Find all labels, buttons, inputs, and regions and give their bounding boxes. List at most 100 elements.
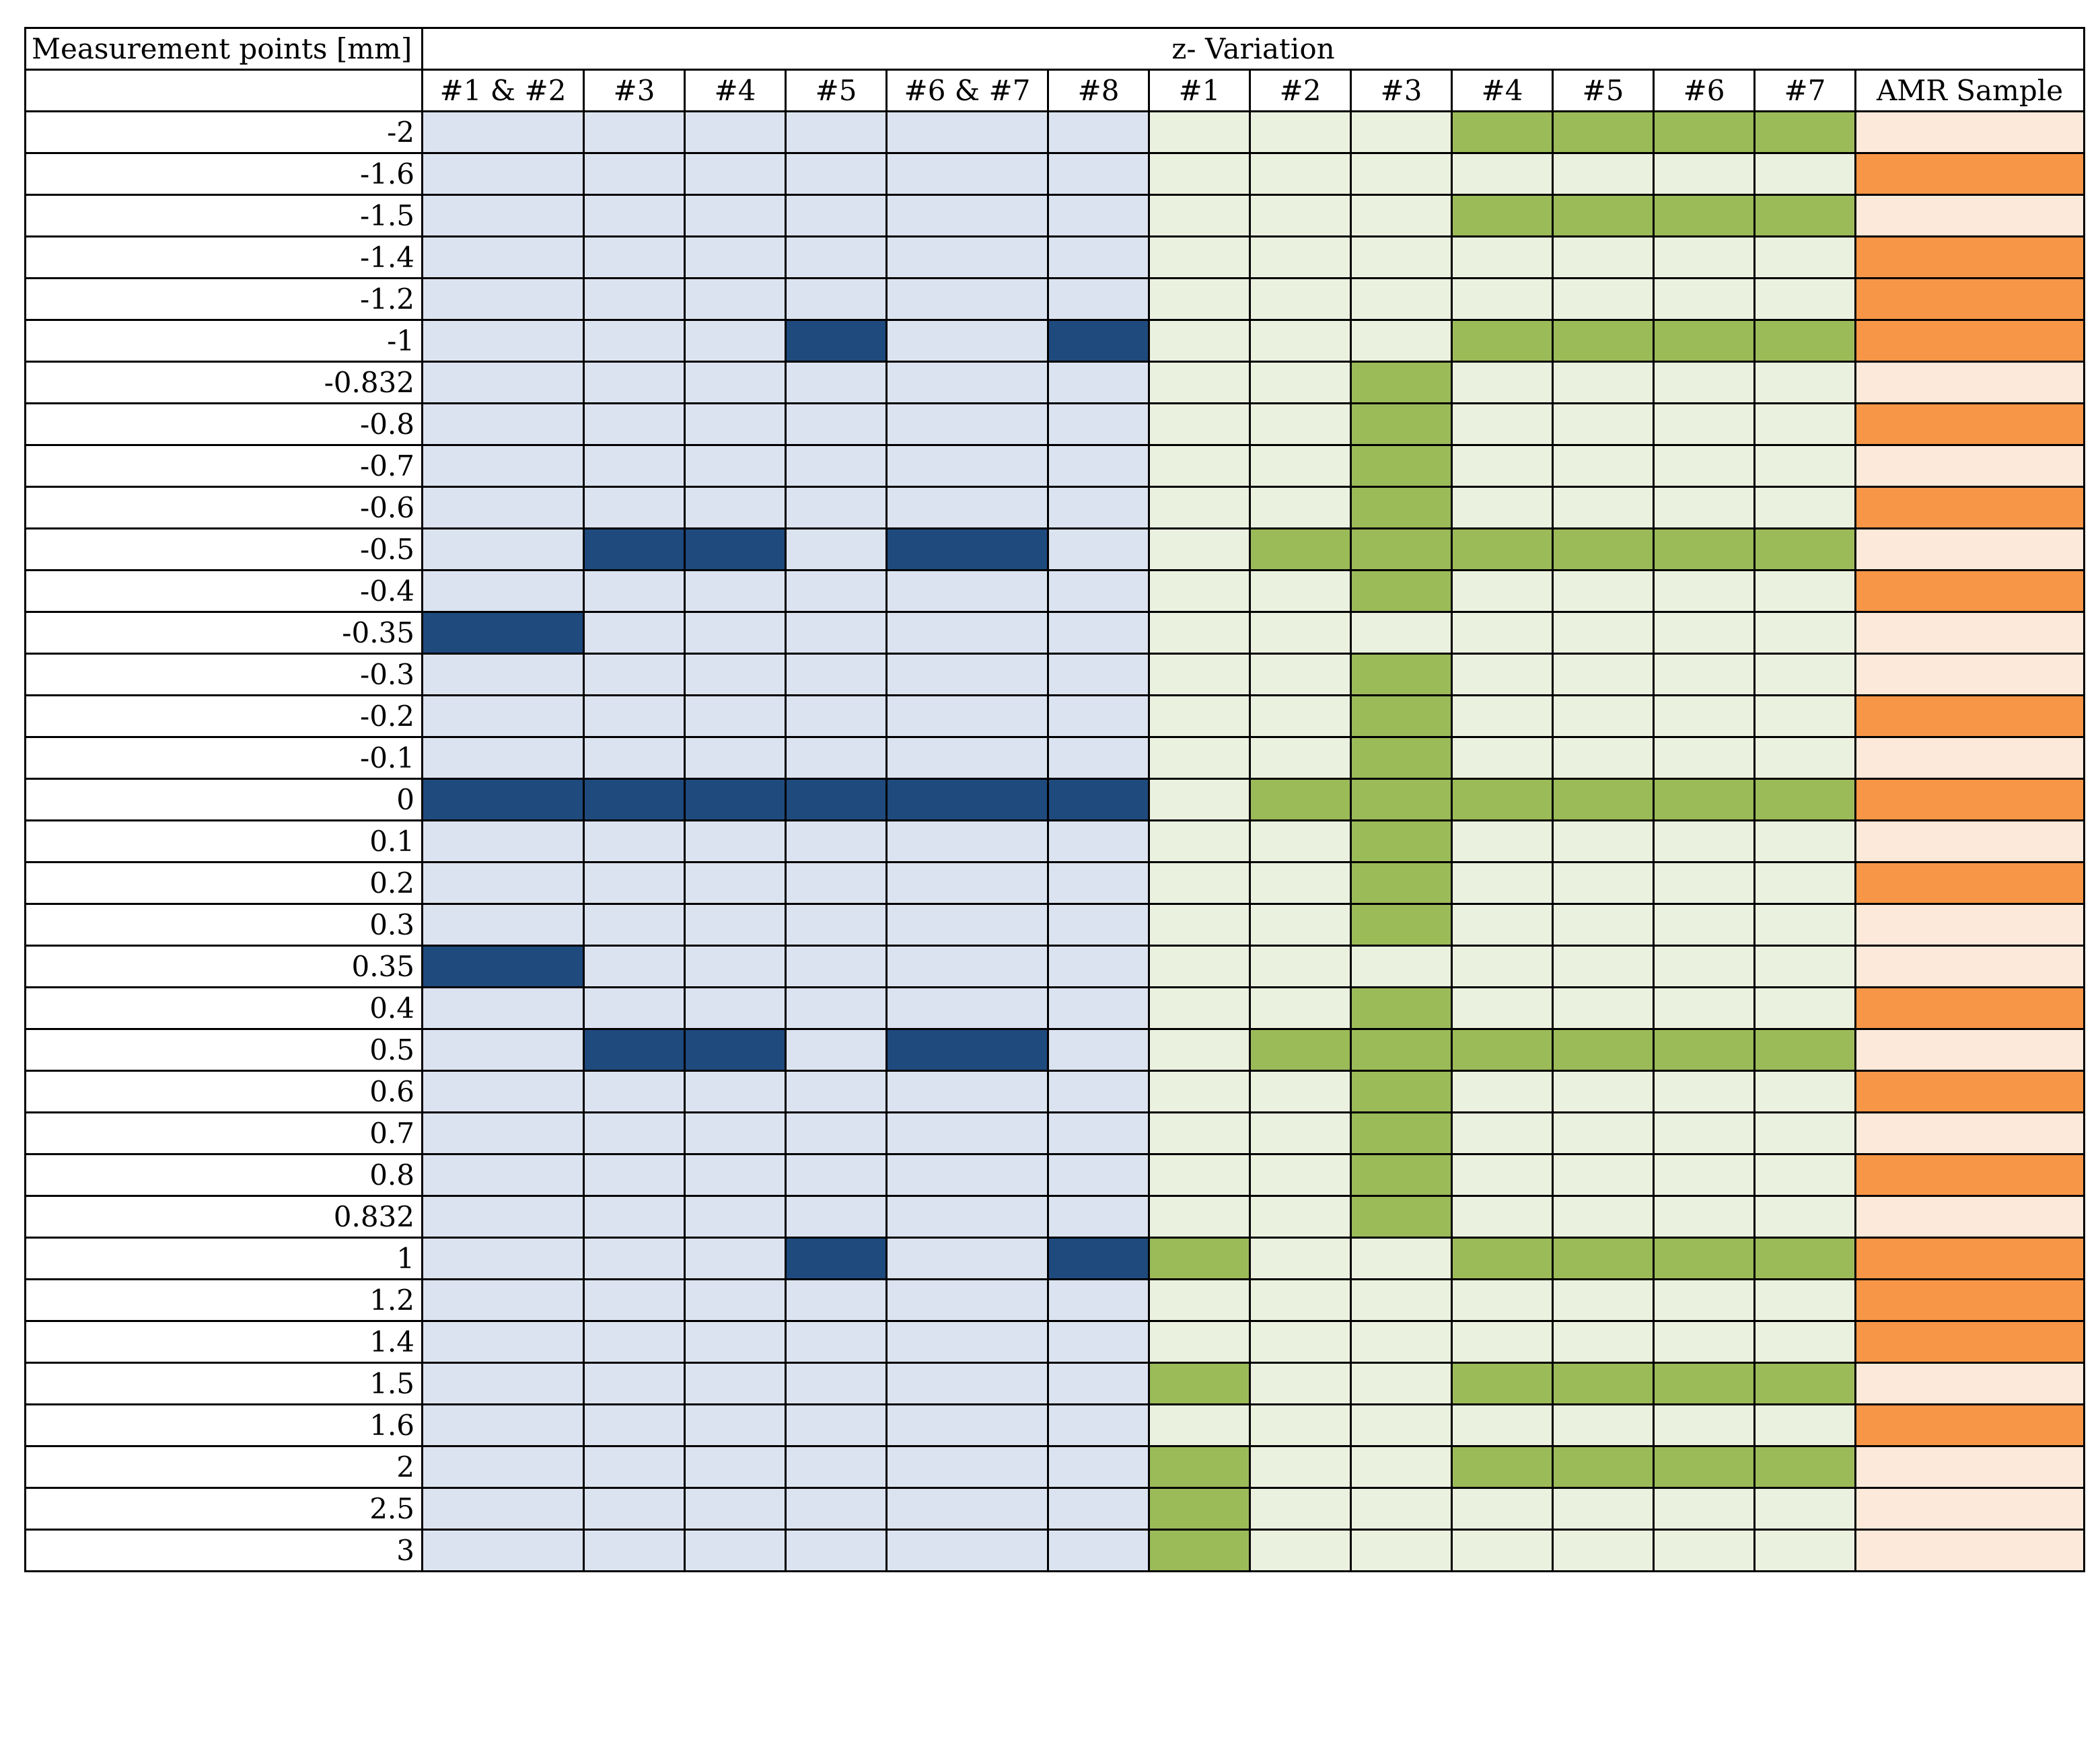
grid-cell-green — [1148, 319, 1251, 363]
grid-cell-blue — [885, 653, 1049, 696]
grid-cell-green — [1552, 945, 1655, 988]
grid-cell-green-marked — [1350, 527, 1453, 571]
grid-cell-blue — [583, 444, 686, 488]
grid-cell-orange-marked — [1854, 402, 2085, 446]
grid-cell-blue — [421, 569, 585, 613]
grid-cell-green — [1249, 903, 1352, 947]
grid-cell-green — [1249, 1320, 1352, 1364]
grid-cell-green-marked — [1350, 1028, 1453, 1072]
grid-cell-green-marked — [1552, 319, 1655, 363]
grid-cell-green — [1249, 361, 1352, 404]
grid-cell-blue — [885, 402, 1049, 446]
grid-cell-blue — [1047, 444, 1150, 488]
grid-cell-blue — [421, 277, 585, 321]
grid-cell-blue — [1047, 1362, 1150, 1405]
grid-cell-blue — [421, 1070, 585, 1113]
grid-cell-blue — [583, 1153, 686, 1197]
column-header: #4 — [1451, 69, 1554, 112]
grid-cell-green — [1249, 1070, 1352, 1113]
measurement-point-label: -1 — [24, 319, 423, 363]
grid-cell-blue — [1047, 1445, 1150, 1489]
grid-cell-orange — [1854, 194, 2085, 237]
table-row: 0.6 — [24, 1070, 2085, 1113]
grid-cell-blue — [421, 1487, 585, 1531]
measurement-point-label: 0.832 — [24, 1195, 423, 1239]
grid-cell-green — [1249, 1362, 1352, 1405]
table-row: 0.8 — [24, 1153, 2085, 1197]
grid-cell-blue — [1047, 694, 1150, 738]
grid-cell-orange — [1854, 1529, 2085, 1572]
grid-cell-blue — [421, 653, 585, 696]
grid-cell-green — [1148, 861, 1251, 905]
grid-cell-blue — [684, 1153, 787, 1197]
grid-cell-green — [1552, 694, 1655, 738]
grid-cell-green-marked — [1552, 1028, 1655, 1072]
column-header-row: #1 & #2 #3 #4 #5 #6 & #7 #8 #1 #2 #3 #4 #5 #6 #7 AMR … — [24, 69, 2085, 112]
grid-cell-green — [1552, 569, 1655, 613]
grid-cell-green — [1451, 1278, 1554, 1322]
grid-cell-blue — [885, 194, 1049, 237]
grid-cell-green — [1148, 1028, 1251, 1072]
grid-cell-orange — [1854, 1362, 2085, 1405]
grid-cell-blue — [785, 235, 888, 279]
grid-cell-orange-marked — [1854, 152, 2085, 196]
table-row: 0.832 — [24, 1195, 2085, 1239]
grid-cell-blue — [421, 1320, 585, 1364]
grid-cell-green — [1148, 903, 1251, 947]
grid-cell-blue — [885, 1195, 1049, 1239]
grid-cell-blue — [684, 569, 787, 613]
column-header: #3 — [1350, 69, 1453, 112]
table-header: Measurement points [mm] z- Variation #1 … — [24, 27, 2085, 112]
grid-cell-green — [1552, 444, 1655, 488]
grid-cell-blue — [1047, 277, 1150, 321]
grid-cell-blue — [684, 1362, 787, 1405]
measurement-point-label: 0.3 — [24, 903, 423, 947]
grid-cell-blue — [684, 1070, 787, 1113]
grid-cell-blue — [785, 1070, 888, 1113]
grid-cell-blue — [1047, 819, 1150, 863]
table-row: 0.2 — [24, 861, 2085, 905]
table-row: -0.5 — [24, 527, 2085, 571]
grid-cell-green — [1249, 1153, 1352, 1197]
grid-cell-green — [1653, 444, 1755, 488]
grid-cell-green — [1451, 569, 1554, 613]
grid-cell-green-marked — [1350, 1070, 1453, 1113]
grid-cell-green — [1350, 1445, 1453, 1489]
grid-cell-green — [1350, 1362, 1453, 1405]
grid-cell-green — [1653, 903, 1755, 947]
grid-cell-blue — [684, 653, 787, 696]
column-header: #1 & #2 — [421, 69, 585, 112]
grid-cell-blue — [885, 1070, 1049, 1113]
table-row: 0.1 — [24, 819, 2085, 863]
grid-cell-green — [1552, 861, 1655, 905]
table-row: 0 — [24, 778, 2085, 821]
grid-cell-green-marked — [1350, 736, 1453, 780]
grid-cell-green — [1451, 861, 1554, 905]
grid-cell-green — [1753, 152, 1856, 196]
grid-cell-blue — [684, 1195, 787, 1239]
grid-cell-green — [1552, 1278, 1655, 1322]
grid-cell-green — [1249, 110, 1352, 154]
grid-cell-orange — [1854, 110, 2085, 154]
grid-cell-blue — [885, 1445, 1049, 1489]
grid-cell-blue — [684, 319, 787, 363]
grid-cell-blue — [583, 694, 686, 738]
table-row: 1.2 — [24, 1278, 2085, 1322]
grid-cell-blue — [583, 1278, 686, 1322]
grid-cell-blue — [1047, 1403, 1150, 1447]
grid-cell-green — [1653, 1195, 1755, 1239]
grid-cell-blue — [583, 1403, 686, 1447]
table-row: -0.3 — [24, 653, 2085, 696]
grid-cell-green-marked — [1753, 527, 1856, 571]
grid-cell-blue-marked — [684, 527, 787, 571]
grid-cell-green-marked — [1653, 194, 1755, 237]
grid-cell-green-marked — [1653, 1028, 1755, 1072]
grid-cell-green — [1552, 235, 1655, 279]
grid-cell-blue — [583, 1111, 686, 1155]
grid-cell-blue-marked — [583, 778, 686, 821]
measurement-point-label: -0.2 — [24, 694, 423, 738]
grid-cell-green — [1249, 152, 1352, 196]
grid-cell-green — [1552, 1320, 1655, 1364]
grid-cell-green — [1350, 1487, 1453, 1531]
grid-cell-green — [1249, 1195, 1352, 1239]
